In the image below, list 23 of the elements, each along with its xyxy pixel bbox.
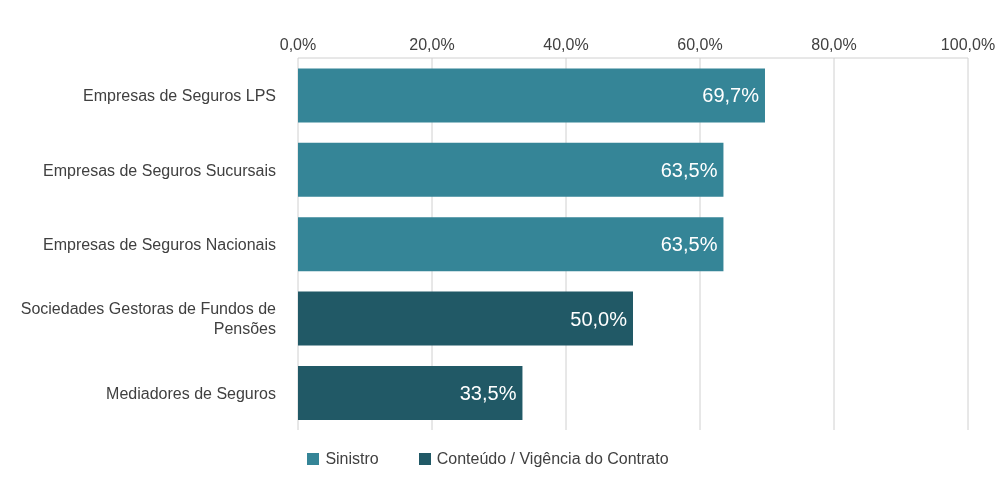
- data-label: 63,5%: [660, 158, 718, 181]
- data-label: 69,7%: [702, 84, 760, 107]
- x-tick-label: 80,0%: [811, 36, 857, 53]
- y-tick-label: Empresas de Seguros Nacionais: [42, 235, 276, 253]
- x-tick-label: 100,0%: [940, 36, 996, 53]
- bar: [298, 142, 724, 197]
- y-tick-label: Sociedades Gestoras de Fundos de Pensões: [20, 299, 277, 337]
- bar: [298, 68, 765, 123]
- bar: [298, 366, 523, 421]
- y-tick-label: Mediadores de Seguros: [106, 384, 276, 402]
- legend-label: Sinistro: [325, 450, 379, 468]
- x-tick-label: 60,0%: [677, 36, 723, 53]
- legend-label: Conteúdo / Vigência do Contrato: [436, 450, 669, 468]
- data-label: 63,5%: [660, 233, 718, 256]
- y-tick-label: Empresas de Seguros LPS: [83, 86, 276, 104]
- x-tick-label: 20,0%: [409, 36, 455, 53]
- y-tick-label: Empresas de Seguros Sucursais: [43, 161, 276, 179]
- data-label: 33,5%: [459, 382, 517, 405]
- x-tick-label: 40,0%: [543, 36, 589, 53]
- bar: [298, 217, 724, 272]
- x-tick-label: 0,0%: [279, 36, 317, 53]
- data-label: 50,0%: [570, 307, 628, 330]
- bar: [298, 291, 633, 346]
